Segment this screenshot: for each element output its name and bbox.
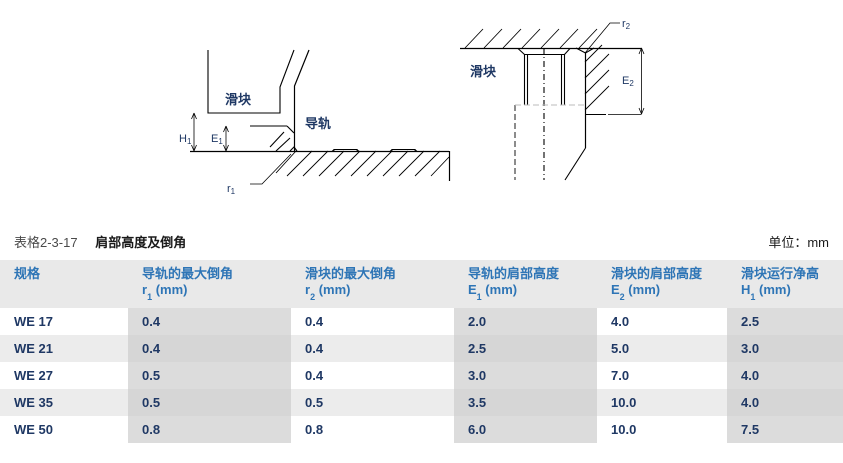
svg-text:E2: E2 [622, 75, 634, 88]
svg-text:导轨: 导轨 [305, 116, 331, 131]
svg-text:r1: r1 [227, 183, 236, 196]
svg-text:r2: r2 [622, 18, 631, 31]
svg-text:H1: H1 [179, 133, 192, 146]
svg-text:滑块: 滑块 [470, 64, 497, 79]
svg-text:E1: E1 [211, 133, 223, 146]
svg-text:滑块: 滑块 [225, 92, 252, 107]
